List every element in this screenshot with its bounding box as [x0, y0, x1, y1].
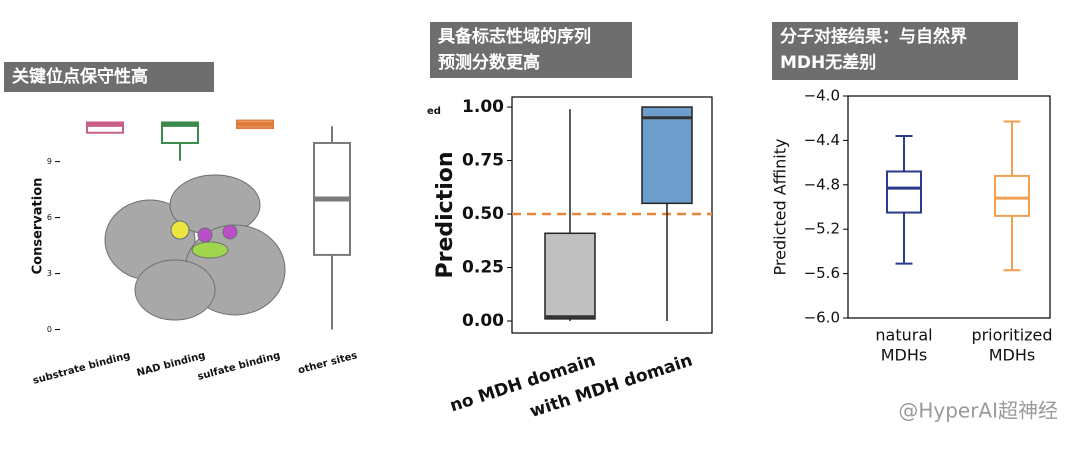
box [886, 170, 922, 214]
chart-title: 具备标志性域的序列 [437, 26, 591, 47]
chart-title: 预测分数更高 [438, 52, 540, 73]
y-axis-label: Prediction [433, 151, 458, 278]
watermark: @HyperAI超神经 [898, 399, 1058, 423]
chart-title: MDH无差别 [780, 52, 876, 73]
y-tick-label: −5.6 [804, 264, 840, 282]
title-box [430, 22, 632, 78]
y-axis-label: Predicted Affinity [771, 139, 790, 276]
fragment: ed [427, 106, 441, 117]
box [641, 106, 693, 205]
y-tick-label: 1.00 [462, 97, 504, 117]
protein-illustration [104, 174, 286, 321]
y-tick-label: 0.00 [462, 311, 504, 331]
y-axis-label: Conservation [31, 178, 46, 275]
x-tick-label: MDHs [881, 346, 928, 365]
x-tick-label: sulfate binding [196, 350, 281, 383]
title-box [4, 62, 214, 92]
chart-title: 分子对接结果：与自然界 [780, 26, 967, 47]
y-tick-label: 6 [47, 213, 52, 222]
box [544, 232, 596, 320]
title-box [772, 22, 1018, 80]
x-tick-label: MDHs [989, 346, 1036, 365]
y-tick-label: 0.50 [462, 204, 504, 224]
chart-title: 关键位点保守性高 [12, 66, 148, 87]
plot-frame [847, 95, 1051, 319]
y-tick-label: 9 [47, 157, 52, 166]
y-tick-label: −4.8 [804, 175, 840, 193]
x-tick-label: NAD binding [136, 350, 207, 379]
x-tick-label: with MDH domain [527, 350, 695, 422]
x-tick-label: substrate binding [32, 350, 132, 387]
y-tick-label: 3 [47, 269, 52, 278]
x-tick-label: other sites [297, 350, 359, 376]
y-tick-label: −5.2 [804, 220, 840, 238]
y-tick-label: 0 [47, 325, 52, 334]
x-tick-label: prioritized [971, 326, 1052, 345]
y-tick-label: −4.4 [804, 131, 840, 149]
box [994, 174, 1030, 217]
x-tick-label: natural [875, 326, 932, 345]
y-tick-label: 0.75 [462, 151, 504, 171]
y-tick-label: −4.0 [804, 87, 840, 105]
y-tick-label: −6.0 [804, 309, 840, 327]
y-tick-label: 0.25 [462, 258, 504, 278]
